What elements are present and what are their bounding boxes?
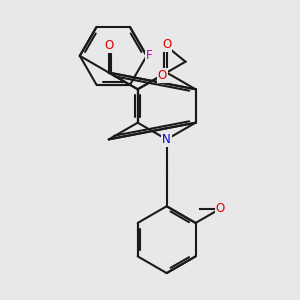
Text: O: O [162,38,171,51]
Text: F: F [146,50,152,62]
Text: O: O [158,69,167,82]
Text: O: O [104,39,113,52]
Text: N: N [162,133,171,146]
Text: O: O [216,202,225,215]
